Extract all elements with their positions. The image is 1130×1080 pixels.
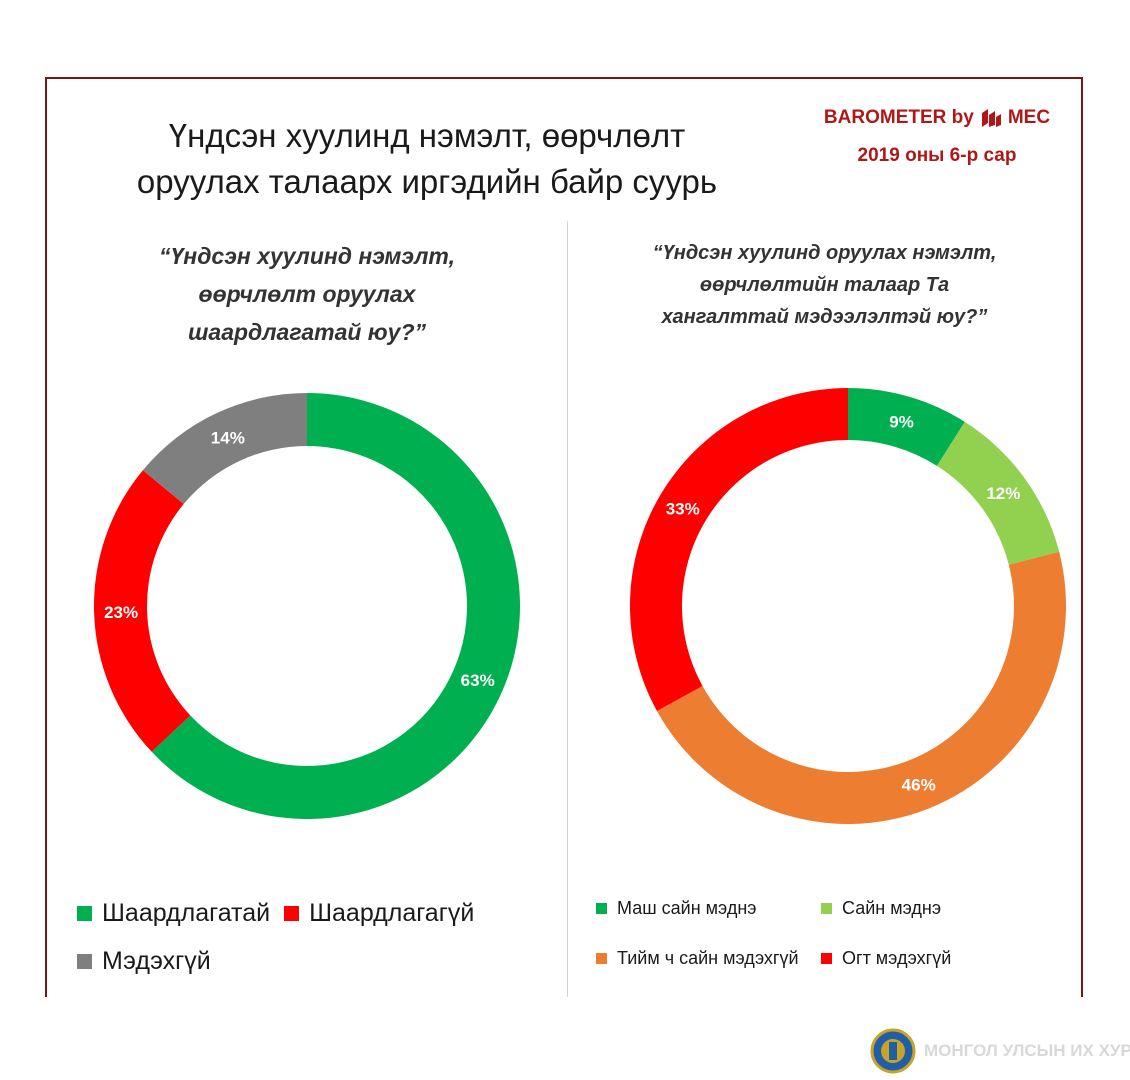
brand-block: BAROMETER by MEC 2019 оны 6-р сар bbox=[807, 107, 1067, 167]
legend-item: Огт мэдэхгүй bbox=[821, 933, 1046, 983]
legend-item: Сайн мэднэ bbox=[821, 883, 1046, 933]
parliament-watermark: МОНГОЛ УЛСЫН ИХ ХУРАЛ bbox=[870, 1028, 1130, 1074]
legend-item: Шаардлагатай bbox=[77, 889, 270, 937]
right-chart-title-line: хангалттай мэдээлэлтэй юу?” bbox=[661, 306, 988, 328]
legend-label: Шаардлагагүй bbox=[309, 898, 475, 927]
chart-frame: Үндсэн хуулинд нэмэлт, өөрчлөлт оруулах … bbox=[45, 77, 1083, 997]
legend-label: Мэдэхгүй bbox=[102, 946, 211, 975]
donut-segment bbox=[656, 551, 1066, 824]
data-label: 46% bbox=[902, 776, 936, 795]
main-title-line: оруулах талаарх иргэдийн байр суурь bbox=[136, 163, 718, 200]
donut-segment bbox=[142, 393, 307, 505]
legend-label: Огт мэдэхгүй bbox=[842, 947, 952, 968]
data-label: 23% bbox=[104, 603, 138, 622]
main-title: Үндсэн хуулинд нэмэлт, өөрчлөлт оруулах … bbox=[77, 113, 777, 205]
legend-swatch bbox=[77, 905, 92, 921]
right-chart-title-line: өөрчлөлтийн талаар Та bbox=[699, 274, 950, 296]
watermark-text: МОНГОЛ УЛСЫН ИХ ХУРАЛ bbox=[924, 1041, 1130, 1060]
right-chart-legend: Маш сайн мэднэ Сайн мэднэ Тийм ч сайн мэдэ… bbox=[596, 883, 1066, 983]
right-chart-title: “Үндсэн хуулинд оруулах нэмэлт, өөрчлөлт… bbox=[568, 237, 1081, 333]
data-label: 14% bbox=[211, 429, 245, 448]
brand-line: BAROMETER by MEC bbox=[807, 107, 1067, 129]
donut-segment bbox=[630, 388, 848, 712]
brand-name: BAROMETER by bbox=[823, 107, 974, 128]
legend-item: Маш сайн мэднэ bbox=[596, 883, 821, 933]
state-emblem-icon bbox=[870, 1028, 916, 1074]
legend-swatch bbox=[596, 902, 607, 914]
legend-swatch bbox=[77, 953, 92, 969]
data-label: 63% bbox=[461, 671, 495, 690]
mec-logo-icon bbox=[981, 109, 1001, 127]
main-title-line: Үндсэн хуулинд нэмэлт, өөрчлөлт bbox=[168, 117, 686, 154]
right-chart-title-line: “Үндсэн хуулинд оруулах нэмэлт, bbox=[652, 242, 997, 264]
left-chart-legend: Шаардлагатай Шаардлагагүй Мэдэхгүй bbox=[77, 889, 547, 985]
data-label: 33% bbox=[666, 499, 700, 518]
legend-item: Тийм ч сайн мэдэхгүй bbox=[596, 933, 821, 983]
legend-label: Тийм ч сайн мэдэхгүй bbox=[617, 947, 799, 968]
left-chart-title-line: шаардлагатай юу?” bbox=[187, 319, 427, 345]
donut-segment bbox=[936, 421, 1060, 565]
donut-segment bbox=[848, 388, 965, 466]
donut-segment bbox=[151, 393, 520, 819]
left-chart-panel: “Үндсэн хуулинд нэмэлт, өөрчлөлт оруулах… bbox=[47, 221, 568, 997]
legend-item: Мэдэхгүй bbox=[77, 937, 211, 985]
left-chart-title-line: “Үндсэн хуулинд нэмэлт, bbox=[159, 243, 455, 269]
data-label: 12% bbox=[986, 484, 1020, 503]
legend-label: Маш сайн мэднэ bbox=[617, 897, 757, 918]
legend-swatch bbox=[596, 952, 607, 964]
left-chart-title: “Үндсэн хуулинд нэмэлт, өөрчлөлт оруулах… bbox=[47, 237, 567, 351]
legend-swatch bbox=[284, 905, 300, 921]
legend-swatch bbox=[821, 902, 832, 914]
brand-logo-text: MEC bbox=[1007, 107, 1051, 128]
legend-label: Шаардлагатай bbox=[102, 898, 271, 927]
left-donut-chart: 63% 23% 14% bbox=[93, 393, 520, 819]
legend-item: Шаардлагагүй bbox=[284, 889, 474, 937]
header: Үндсэн хуулинд нэмэлт, өөрчлөлт оруулах … bbox=[47, 79, 1081, 221]
donut-segment bbox=[93, 470, 191, 752]
brand-date: 2019 оны 6-р сар bbox=[857, 145, 1017, 166]
right-donut-chart: 9% 12% 46% 33% bbox=[630, 388, 1066, 824]
left-chart-title-line: өөрчлөлт оруулах bbox=[198, 281, 416, 307]
legend-swatch bbox=[821, 952, 832, 964]
data-label: 9% bbox=[889, 413, 914, 432]
legend-label: Сайн мэднэ bbox=[842, 897, 941, 918]
right-chart-panel: “Үндсэн хуулинд оруулах нэмэлт, өөрчлөлт… bbox=[568, 221, 1081, 997]
